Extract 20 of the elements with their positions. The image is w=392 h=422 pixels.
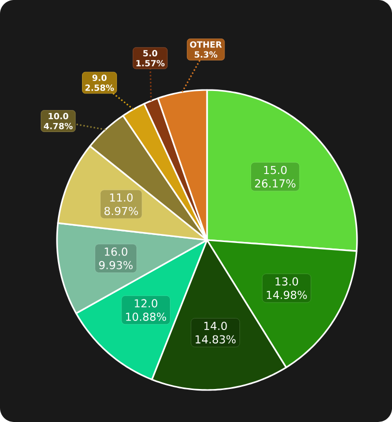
data-label: 10.88% <box>126 312 166 321</box>
data-label: 14.98% <box>266 290 307 300</box>
slice-label: 11.0 <box>110 193 133 202</box>
slice-label: 9.0 <box>92 74 107 81</box>
slice-label: 5.0 <box>143 50 158 56</box>
data-label: 2.58% <box>85 84 114 91</box>
data-label: 5.3% <box>194 51 218 58</box>
slice-label: 16.0 <box>104 248 128 256</box>
slice-label: 15.0 <box>264 166 287 174</box>
data-label: 14.83% <box>196 335 236 344</box>
data-label: 8.97% <box>104 206 138 216</box>
data-label: 1.57% <box>136 60 165 66</box>
slice-label: OTHER <box>190 41 222 48</box>
slice-label: 13.0 <box>276 277 298 286</box>
data-label: 26.17% <box>255 179 296 188</box>
data-label: 9.93% <box>99 260 133 270</box>
data-label: 4.78% <box>44 122 73 130</box>
slice-label: 14.0 <box>204 322 227 330</box>
slice-label: 10.0 <box>48 112 68 120</box>
slice-label: 12.0 <box>134 299 158 308</box>
